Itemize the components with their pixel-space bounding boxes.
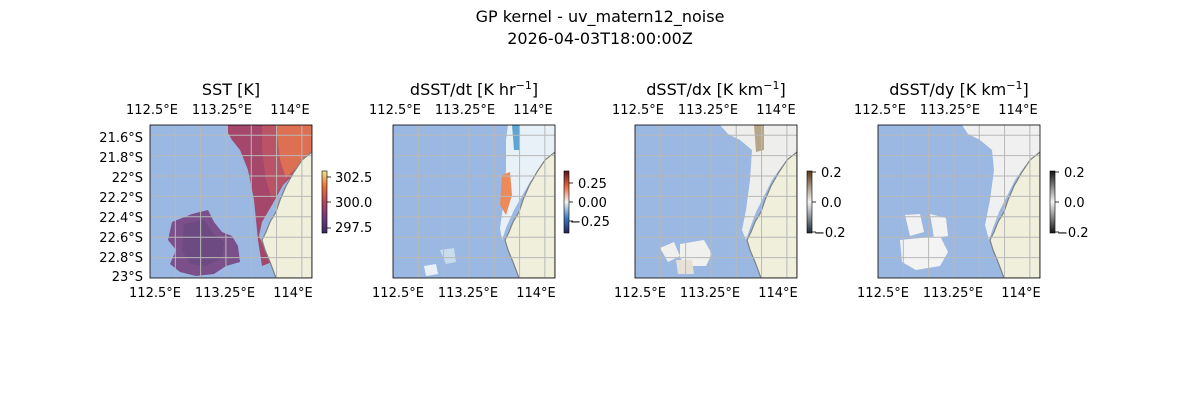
tick-label: 21.6°S <box>99 131 143 146</box>
dsst-field-neutral <box>962 125 1040 240</box>
tick-label: 113.25°E <box>435 103 495 118</box>
tick-label: 114°E <box>998 103 1038 118</box>
colorbar-gradient <box>563 170 570 234</box>
tick-label: 112.5°E <box>369 103 421 118</box>
panel-dsst-dt: dSST/dt [K hr−1] 112.5°E 113.25°E 114°E … <box>369 79 610 301</box>
top-ticks: 112.5°E 113.25°E 114°E <box>612 103 796 118</box>
tick-label: 112.5°E <box>857 286 909 301</box>
panel-title: SST [K] <box>202 80 260 99</box>
dsst-field-negative <box>512 125 520 150</box>
tick-label: 114°E <box>1001 286 1041 301</box>
tick-label: 114°E <box>516 286 556 301</box>
dsst-field-neutral <box>500 125 555 240</box>
gridlines <box>393 125 555 278</box>
tick-label: 114°E <box>756 103 796 118</box>
dsst-field-positive <box>500 172 512 215</box>
land <box>989 151 1040 278</box>
panel-title: dSST/dt [K hr−1] <box>410 79 538 99</box>
panel-title: dSST/dx [K km−1] <box>646 79 785 99</box>
tick-label: 22.4°S <box>99 211 143 226</box>
colorbar-tick: 0.2 <box>1064 166 1085 181</box>
colorbar-tick: −0.25 <box>570 215 610 230</box>
tick-label: 114°E <box>270 103 310 118</box>
axes-frame <box>392 124 556 279</box>
land <box>504 151 555 278</box>
colorbar-tick: 300.0 <box>335 196 372 211</box>
colorbar-tick: 0.2 <box>821 166 842 181</box>
sst-field-cooler <box>182 220 224 266</box>
land <box>261 151 312 278</box>
panel-title: dSST/dy [K km−1] <box>889 79 1028 99</box>
tick-label: 113.25°E <box>680 286 740 301</box>
tick-label: 22.6°S <box>99 231 143 246</box>
colorbar-tick: 0.00 <box>578 196 607 211</box>
colorbar-tick: 0.0 <box>821 196 842 211</box>
colorbar-gradient <box>806 170 813 234</box>
tick-label: 112.5°E <box>126 103 178 118</box>
figure-subtitle: 2026-04-03T18:00:00Z <box>507 29 693 48</box>
dsst-field-weak <box>900 236 948 270</box>
axes-frame <box>149 124 313 279</box>
colorbar-tick: 302.5 <box>335 171 372 186</box>
colorbar-tick: 0.0 <box>1064 196 1085 211</box>
tick-label: 114°E <box>758 286 798 301</box>
dsst-field-weak <box>660 242 680 262</box>
tick-label: 113.25°E <box>920 103 980 118</box>
colorbar-tick: 0.25 <box>578 177 607 192</box>
colorbar-gradient <box>321 170 328 234</box>
dsst-field-weak <box>905 214 924 236</box>
gridlines <box>150 125 312 278</box>
tick-label: 113.25°E <box>195 286 255 301</box>
tick-label: 113.25°E <box>678 103 738 118</box>
colorbar: 0.2 0.0 −0.2 <box>1049 166 1089 241</box>
top-ticks: 112.5°E 113.25°E 114°E <box>126 103 310 118</box>
colorbar: 302.5 300.0 297.5 <box>321 170 372 236</box>
tick-label: 113.25°E <box>923 286 983 301</box>
tick-label: 112.5°E <box>614 286 666 301</box>
top-ticks: 112.5°E 113.25°E 114°E <box>854 103 1038 118</box>
tick-label: 113.25°E <box>192 103 252 118</box>
bottom-ticks: 112.5°E 113.25°E 114°E <box>857 286 1041 301</box>
tick-label: 113.25°E <box>438 286 498 301</box>
axes-frame <box>634 124 798 279</box>
dsst-field-weak <box>680 240 712 266</box>
panel-dsst-dx: dSST/dx [K km−1] 112.5°E 113.25°E 114°E … <box>612 79 846 301</box>
dsst-field-weak <box>676 260 694 274</box>
dsst-field-neutral <box>720 125 797 240</box>
bottom-ticks: 112.5°E 113.25°E 114°E <box>614 286 798 301</box>
bottom-ticks: 112.5°E 113.25°E 114°E <box>129 286 313 301</box>
tick-label: 22°S <box>112 171 143 186</box>
gridlines <box>635 125 797 278</box>
panel-dsst-dy: dSST/dy [K km−1] 112.5°E 113.25°E 114°E … <box>854 79 1089 301</box>
tick-label: 112.5°E <box>854 103 906 118</box>
land <box>746 151 797 278</box>
tick-label: 22.2°S <box>99 191 143 206</box>
axes-frame <box>877 124 1041 279</box>
colorbar-tick: 297.5 <box>335 221 372 236</box>
tick-label: 112.5°E <box>129 286 181 301</box>
tick-label: 22.8°S <box>99 251 143 266</box>
panel-sst: SST [K] 112.5°E 113.25°E 114°E 112.5°E 1… <box>99 80 372 301</box>
colorbar-tick: −0.2 <box>814 226 846 241</box>
colorbar-gradient <box>1049 170 1056 234</box>
gridlines <box>878 125 1040 278</box>
dsst-field-weak <box>424 264 438 276</box>
top-ticks: 112.5°E 113.25°E 114°E <box>369 103 553 118</box>
tick-label: 21.8°S <box>99 151 143 166</box>
figure-title: GP kernel - uv_matern12_noise <box>476 7 725 27</box>
tick-label: 114°E <box>513 103 553 118</box>
bottom-ticks: 112.5°E 113.25°E 114°E <box>372 286 556 301</box>
tick-label: 112.5°E <box>372 286 424 301</box>
tick-label: 23°S <box>112 270 143 285</box>
dsst-field-weak <box>930 214 948 238</box>
colorbar: 0.25 0.00 −0.25 <box>563 170 610 234</box>
sst-field-hot <box>276 125 312 178</box>
tick-label: 114°E <box>273 286 313 301</box>
colorbar-tick: −0.2 <box>1057 226 1089 241</box>
tick-label: 112.5°E <box>612 103 664 118</box>
left-ticks: 21.6°S 21.8°S 22°S 22.2°S 22.4°S 22.6°S … <box>99 131 143 285</box>
colorbar: 0.2 0.0 −0.2 <box>806 166 846 241</box>
